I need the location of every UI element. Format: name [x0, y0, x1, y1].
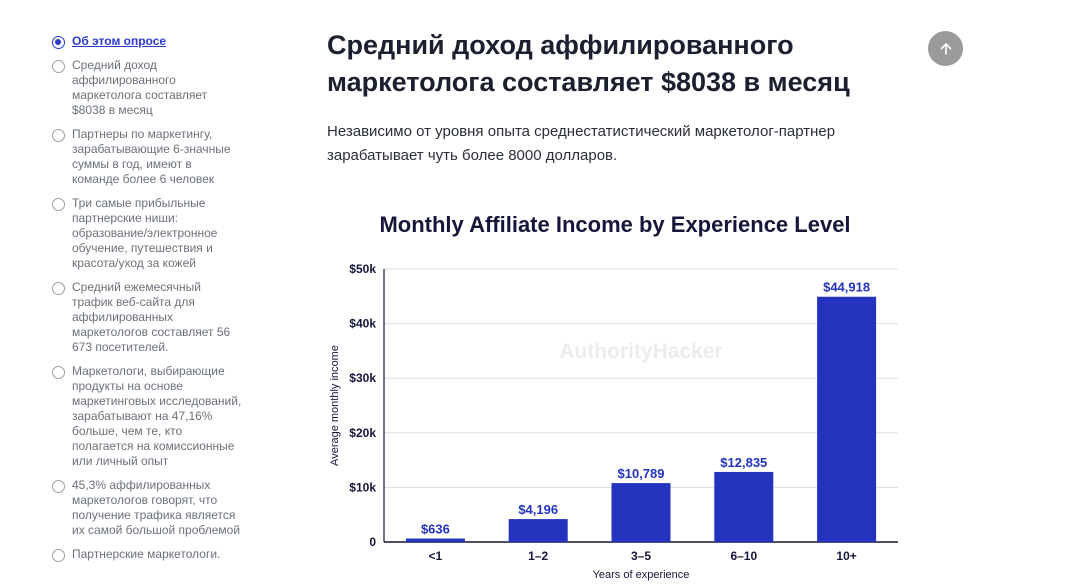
toc-item-label: Маркетологи, выбирающие продукты на осно…: [72, 364, 242, 468]
radio-indicator-icon: [52, 60, 65, 73]
radio-indicator-icon: [52, 549, 65, 562]
data-label: $10,789: [618, 466, 665, 481]
arrow-up-icon: [940, 42, 951, 55]
x-tick-label: 6–10: [730, 549, 757, 563]
y-tick-label: $30k: [349, 371, 376, 385]
y-tick-label: 0: [369, 535, 376, 549]
bar: [611, 483, 671, 542]
toc-item[interactable]: Партнерские маркетологи.: [52, 547, 242, 562]
x-tick-label: 3–5: [631, 549, 651, 563]
y-tick-label: $50k: [349, 262, 376, 276]
y-tick-label: $10k: [349, 480, 376, 494]
y-tick-label: $40k: [349, 317, 376, 331]
toc-item-label: Партнеры по маркетингу, зарабатывающие 6…: [72, 127, 231, 186]
y-axis-title: Average monthly income: [329, 345, 341, 466]
toc-item[interactable]: Об этом опросе: [52, 34, 242, 49]
radio-indicator-icon: [52, 36, 65, 49]
toc-item[interactable]: Маркетологи, выбирающие продукты на осно…: [52, 364, 242, 469]
chart-title: Monthly Affiliate Income by Experience L…: [379, 212, 851, 237]
toc-item-label: 45,3% аффилированных маркетологов говоря…: [72, 478, 241, 537]
toc-item-label: Средний ежемесячный трафик веб-сайта для…: [72, 280, 231, 354]
radio-indicator-icon: [52, 366, 65, 379]
toc-item[interactable]: 45,3% аффилированных маркетологов говоря…: [52, 478, 242, 538]
toc-item-label: Об этом опросе: [72, 34, 167, 48]
article-intro: Независимо от уровня опыта среднестатист…: [327, 123, 836, 164]
article-headline: Средний доход аффилированного маркетолог…: [327, 30, 850, 97]
x-tick-label: 1–2: [528, 549, 548, 563]
bar: [508, 519, 568, 542]
toc-item-label: Средний доход аффилированного маркетолог…: [72, 58, 208, 117]
chart-watermark: AuthorityHacker: [559, 340, 722, 363]
scroll-to-top-button[interactable]: [928, 31, 963, 66]
x-tick-label: <1: [429, 549, 443, 563]
table-of-contents: Об этом опросе Средний доход аффилированн…: [52, 34, 242, 571]
toc-item[interactable]: Партнеры по маркетингу, зарабатывающие 6…: [52, 127, 242, 187]
toc-item-label: Три самые прибыльные партнерские ниши: о…: [72, 196, 218, 270]
toc-item[interactable]: Три самые прибыльные партнерские ниши: о…: [52, 196, 242, 271]
data-label: $636: [421, 522, 450, 537]
data-label: $4,196: [518, 502, 558, 517]
radio-indicator-icon: [52, 198, 65, 211]
bar-chart: AuthorityHacker 0 $10k $20k $30k $40k $50k $636…: [329, 262, 898, 581]
x-axis-title: Years of experience: [593, 569, 690, 581]
radio-indicator-icon: [52, 282, 65, 295]
bar: [714, 471, 774, 542]
bar: [817, 296, 877, 542]
bar: [405, 538, 465, 542]
toc-item[interactable]: Средний ежемесячный трафик веб-сайта для…: [52, 280, 242, 355]
y-tick-label: $20k: [349, 426, 376, 440]
toc-item[interactable]: Средний доход аффилированного маркетолог…: [52, 58, 242, 118]
data-label: $44,918: [823, 280, 870, 295]
radio-indicator-icon: [52, 129, 65, 142]
radio-indicator-icon: [52, 480, 65, 493]
toc-item-label: Партнерские маркетологи.: [72, 547, 221, 561]
data-label: $12,835: [720, 455, 767, 470]
x-tick-label: 10+: [836, 549, 856, 563]
